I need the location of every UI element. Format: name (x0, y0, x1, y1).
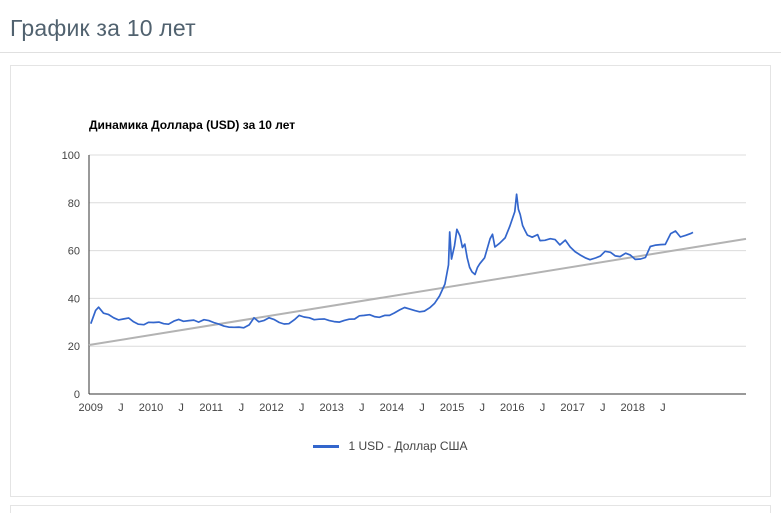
chart-legend: 1 USD - Доллар США (11, 439, 770, 453)
x-tick-label: 2015 (440, 402, 464, 414)
x-tick-label: 2010 (139, 402, 163, 414)
next-section-card (10, 505, 771, 513)
y-tick-label: 0 (74, 389, 80, 401)
x-tick-label: 2018 (621, 402, 645, 414)
chart-card: Динамика Доллара (USD) за 10 лет 0 20 40 60… (10, 65, 771, 497)
page-title: График за 10 лет (10, 15, 196, 41)
x-tick-label: J (540, 402, 546, 414)
y-tick-label: 40 (68, 293, 80, 305)
y-tick-label: 60 (68, 246, 80, 258)
y-tick-label: 100 (62, 150, 80, 162)
legend-label: 1 USD - Доллар США (348, 439, 468, 453)
x-tick-label: 2014 (380, 402, 404, 414)
x-tick-label: J (479, 402, 485, 414)
x-tick-label: J (600, 402, 606, 414)
x-tick-label: J (299, 402, 305, 414)
x-tick-label: 2009 (79, 402, 103, 414)
title-divider (0, 52, 781, 53)
x-tick-label: 2012 (259, 402, 283, 414)
legend-line-swatch (313, 444, 340, 448)
x-tick-label: 2017 (560, 402, 584, 414)
usd-line-chart: Динамика Доллара (USD) за 10 лет 0 20 40 60… (62, 118, 747, 414)
x-tick-label: J (178, 402, 184, 414)
y-tick-label: 80 (68, 198, 80, 210)
x-tick-label: J (660, 402, 666, 414)
x-tick-label: J (359, 402, 365, 414)
x-tick-label: J (118, 402, 124, 414)
x-tick-label: 2011 (199, 402, 223, 414)
x-tick-label: 2016 (500, 402, 524, 414)
x-tick-label: J (239, 402, 245, 414)
chart-title: Динамика Доллара (USD) за 10 лет (89, 118, 295, 132)
x-tick-label: 2013 (319, 402, 343, 414)
trend-line (88, 237, 747, 346)
usd-series-line (90, 193, 694, 329)
y-tick-label: 20 (68, 341, 80, 353)
x-tick-label: J (419, 402, 425, 414)
